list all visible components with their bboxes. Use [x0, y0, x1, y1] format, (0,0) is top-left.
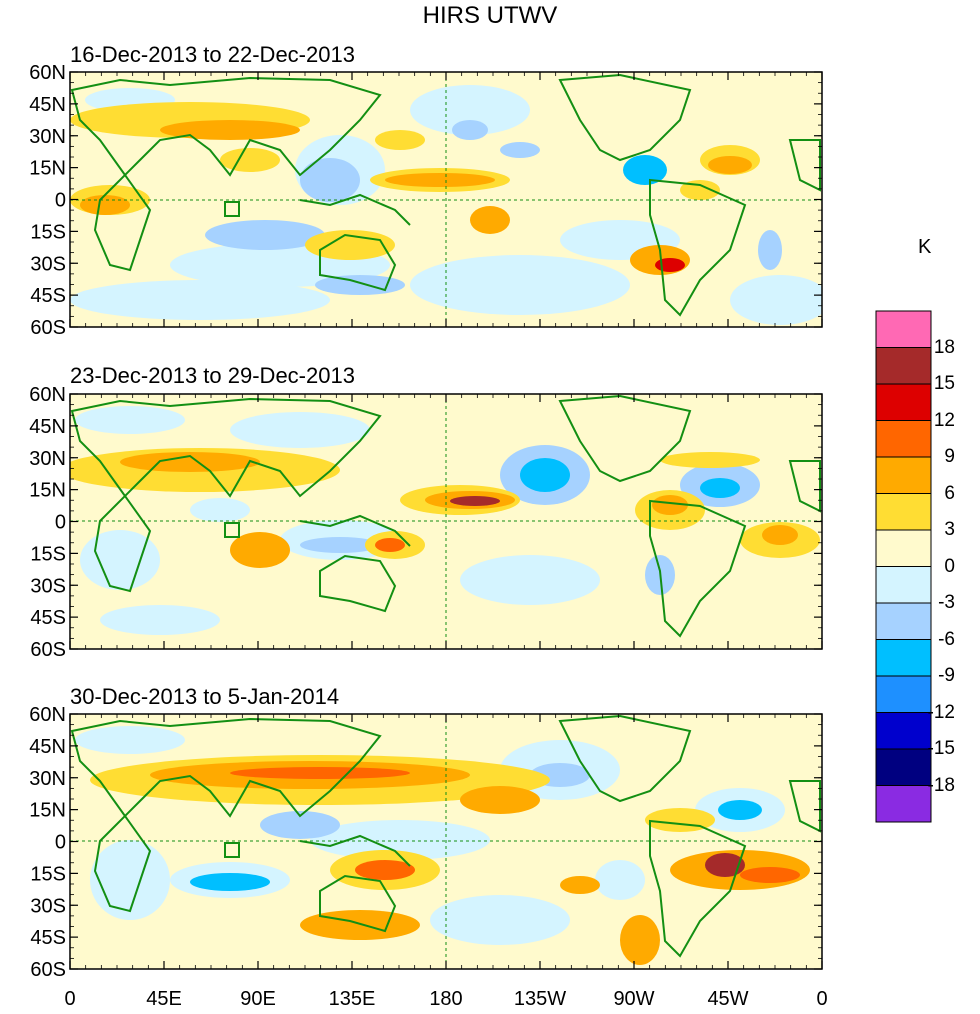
lon-label: 135W	[514, 988, 566, 1010]
figure-title: HIRS UTWV	[422, 2, 558, 29]
panel-3-coastlines	[70, 714, 821, 958]
panel-1-coastlines	[70, 73, 821, 317]
colorbar-level-label: 0	[944, 555, 955, 577]
panel-1-axes: 60N 45N 30N 15N 0 15S 30S 45S 60S	[29, 62, 823, 339]
panel-3-anomaly-field	[75, 726, 810, 965]
colorbar-swatch	[875, 785, 932, 823]
lon-label: 90W	[613, 988, 654, 1010]
colorbar-units: K	[918, 236, 932, 258]
colorbar-level-label: -9	[938, 665, 955, 686]
panel-3-axes: 60N 45N 30N 15N 0 15S 30S 45S 60S	[29, 704, 823, 981]
lat-label: 30N	[29, 448, 66, 470]
colorbar-swatch	[875, 566, 932, 604]
lat-label: 45N	[29, 94, 66, 116]
lat-label: 30S	[30, 253, 66, 275]
lat-label: 60N	[29, 704, 66, 726]
lat-label: 60S	[30, 317, 66, 339]
lon-label: 180	[429, 988, 462, 1010]
colorbar-level-label: 9	[944, 446, 955, 467]
panel-1-title: 16-Dec-2013 to 22-Dec-2013	[70, 42, 355, 67]
lat-label: 0	[55, 190, 66, 212]
colorbar-swatch	[875, 493, 932, 531]
panel-2-axes: 60N 45N 30N 15N 0 15S 30S 45S 60S	[29, 384, 823, 661]
lat-label: 30S	[30, 575, 66, 597]
lat-label: 15N	[29, 480, 66, 502]
lat-label: 45N	[29, 416, 66, 438]
colorbar-swatch	[875, 529, 932, 567]
colorbar-level-label: -15	[927, 738, 955, 759]
lon-label: 135E	[329, 988, 376, 1010]
colorbar-swatch	[875, 748, 932, 786]
lat-label: 45S	[30, 607, 66, 629]
lon-label: 0	[816, 988, 827, 1010]
colorbar-level-label: 15	[933, 373, 955, 394]
colorbar-swatch	[875, 347, 932, 385]
colorbar-swatch	[875, 456, 932, 494]
colorbar-level-label: -3	[938, 592, 955, 613]
lat-label: 15N	[29, 158, 66, 180]
panel-3-title: 30-Dec-2013 to 5-Jan-2014	[70, 684, 340, 709]
lat-label: 60N	[29, 62, 66, 84]
lat-label: 45S	[30, 927, 66, 949]
lat-label: 45S	[30, 285, 66, 307]
lon-label: 45W	[707, 988, 748, 1010]
lon-label: 90E	[240, 988, 276, 1010]
colorbar-swatch	[875, 310, 932, 348]
lon-label: 0	[64, 988, 75, 1010]
lat-label: 30S	[30, 895, 66, 917]
panel-3-map	[70, 714, 822, 969]
panel-2-anomaly-field	[70, 406, 820, 635]
lat-label: 0	[55, 832, 66, 854]
colorbar	[875, 310, 932, 823]
lat-label: 15S	[30, 543, 66, 565]
axes-layer: 60N 45N 30N 15N 0 15S 30S 45S 60S 60N 45N 30N 15N 0 15…	[29, 62, 827, 1010]
lat-label: 15S	[30, 221, 66, 243]
panel-2-map	[70, 394, 822, 649]
colorbar-swatch	[875, 639, 932, 677]
lon-label: 45E	[146, 988, 182, 1010]
lat-label: 15N	[29, 800, 66, 822]
lat-label: 60N	[29, 384, 66, 406]
lat-label: 0	[55, 512, 66, 534]
colorbar-level-label: 12	[933, 409, 955, 431]
colorbar-level-label: -6	[938, 628, 955, 650]
panel-1-map	[70, 72, 822, 327]
colorbar-swatch	[875, 675, 932, 713]
lat-label: 15S	[30, 863, 66, 885]
lat-label: 60S	[30, 639, 66, 661]
lat-label: 30N	[29, 126, 66, 148]
panel-2-title: 23-Dec-2013 to 29-Dec-2013	[70, 363, 355, 388]
colorbar-swatch	[875, 602, 932, 640]
lat-label: 60S	[30, 959, 66, 981]
colorbar-swatch	[875, 712, 932, 750]
panel-2-coastlines	[70, 394, 821, 638]
colorbar-level-label: -12	[927, 701, 955, 723]
colorbar-level-label: 18	[933, 336, 955, 358]
colorbar-level-label: 6	[944, 482, 955, 504]
lat-label: 45N	[29, 736, 66, 758]
colorbar-level-label: 3	[944, 519, 955, 540]
panel-1-anomaly-field	[70, 85, 822, 325]
colorbar-level-label: -18	[927, 774, 955, 796]
lat-label: 30N	[29, 768, 66, 790]
